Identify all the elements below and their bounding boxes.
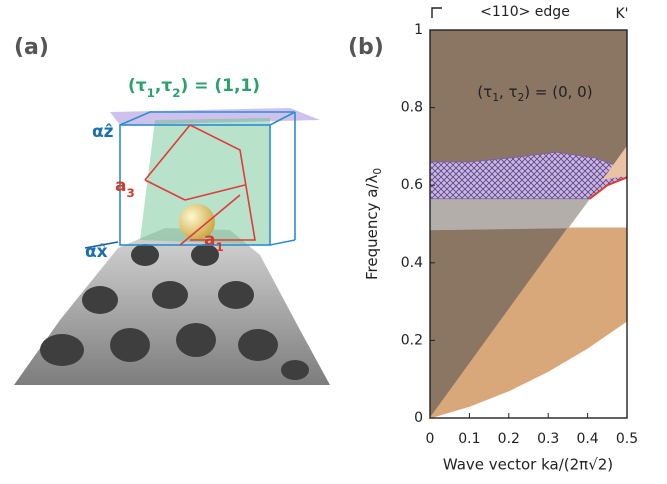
text-part: a [204, 230, 215, 250]
subscript: 0 [372, 168, 384, 175]
x-axis-label: Wave vector ka/(2π√2) [443, 456, 613, 474]
y-tick-label: 1 [414, 22, 423, 38]
axis-label: αẑ [92, 122, 114, 142]
subscript: 2 [518, 92, 525, 104]
text-part: , τ [499, 83, 518, 101]
text-part: Frequency a/λ [363, 175, 381, 281]
y-tick-label: 0 [414, 410, 423, 426]
subscript: 3 [126, 186, 134, 200]
y-axis-label: Frequency a/λ0 [363, 168, 385, 280]
x-tick-label: 0.4 [576, 431, 598, 447]
y-tick-label: 0.8 [401, 100, 423, 116]
figure: (a) (τ1,τ2) = (1,1) αẑ a3 a1 αx̂ (b) <11… [0, 0, 667, 480]
edge-label: K' [615, 6, 628, 22]
text-part: (τ [128, 76, 147, 96]
vector-label: a3 [115, 176, 135, 200]
x-tick-label: 0.2 [498, 431, 520, 447]
cell-label: (τ1,τ2) = (1,1) [128, 76, 260, 100]
x-tick-label: 0 [426, 431, 435, 447]
text-part: (τ [477, 83, 492, 101]
band-region [430, 199, 590, 230]
text-part: ,τ [155, 76, 172, 96]
panel-label: (a) [14, 35, 49, 60]
axis-label: αx̂ [85, 242, 108, 262]
bracket [432, 8, 442, 18]
subscript: 1 [215, 240, 223, 254]
y-tick-label: 0.4 [401, 255, 423, 271]
x-tick-label: 0.5 [616, 431, 638, 447]
subscript: 1 [492, 92, 499, 104]
chart-title: <110> edge [480, 4, 570, 20]
y-tick-label: 0.2 [401, 332, 423, 348]
text-part: a [115, 176, 126, 196]
text-part: ) = (1,1) [181, 76, 261, 96]
subscript: 1 [147, 86, 155, 100]
x-tick-label: 0.3 [537, 431, 559, 447]
x-tick-label: 0.1 [458, 431, 480, 447]
y-tick-label: 0.6 [401, 177, 423, 193]
subscript: 2 [172, 86, 180, 100]
text-part: ) = (0, 0) [524, 83, 592, 101]
panel-label: (b) [348, 35, 384, 60]
panel-a: (a) (τ1,τ2) = (1,1) αẑ a3 a1 αx̂ [14, 35, 330, 385]
